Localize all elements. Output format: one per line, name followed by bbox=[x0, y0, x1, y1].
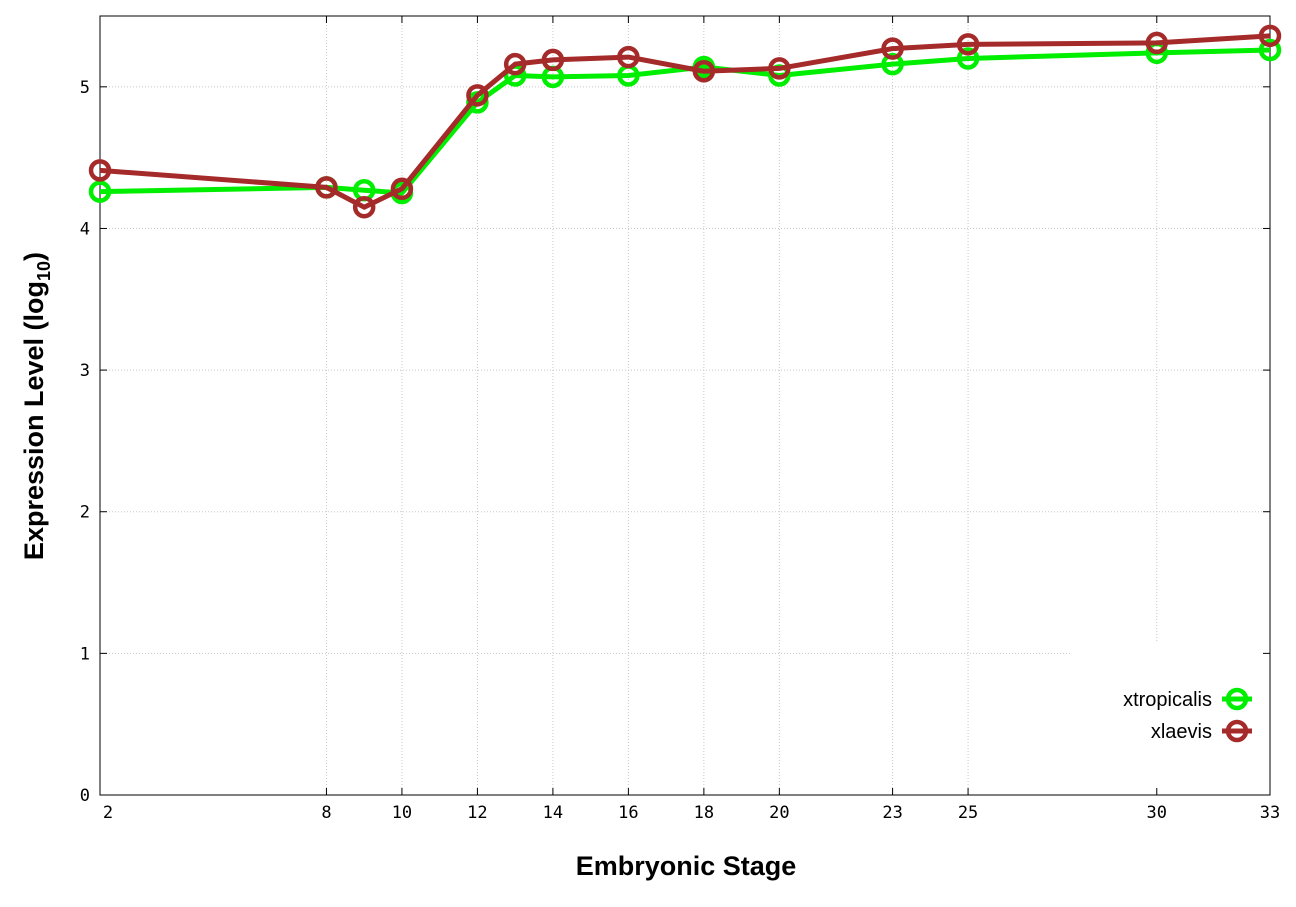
legend-swatch-marker bbox=[1225, 687, 1249, 711]
x-tick-label: 33 bbox=[1260, 803, 1280, 823]
x-tick-label: 18 bbox=[694, 803, 714, 823]
legend-label: xtropicalis bbox=[1123, 689, 1212, 711]
data-point bbox=[1145, 31, 1169, 55]
x-tick-label: 12 bbox=[467, 803, 487, 823]
x-tick-label: 14 bbox=[543, 803, 563, 823]
plot-frame bbox=[99, 15, 1271, 796]
data-point bbox=[88, 180, 112, 203]
x-tick-label: 23 bbox=[882, 803, 902, 823]
data-point bbox=[881, 37, 904, 60]
data-point bbox=[88, 159, 112, 182]
series-line bbox=[99, 47, 1271, 196]
grid bbox=[100, 16, 1270, 795]
x-tick-label: 30 bbox=[1147, 803, 1167, 823]
x-tick-label: 16 bbox=[618, 803, 638, 823]
data-point bbox=[541, 48, 565, 72]
legend: xtropicalis xlaevis bbox=[1123, 687, 1252, 743]
data-point bbox=[503, 52, 527, 76]
data-point bbox=[352, 195, 376, 219]
series-xlaevis bbox=[88, 24, 1282, 219]
data-point bbox=[956, 33, 980, 56]
legend-swatch-marker bbox=[1225, 719, 1249, 743]
data-point bbox=[692, 59, 716, 83]
y-axis-label-subscript: 10 bbox=[34, 261, 54, 281]
y-tick-label: 5 bbox=[80, 78, 90, 98]
data-point bbox=[1258, 38, 1282, 62]
y-tick-label: 0 bbox=[80, 786, 90, 806]
x-tick-label: 2 bbox=[103, 803, 113, 823]
legend-label: xlaevis bbox=[1151, 721, 1212, 743]
y-axis-label-close: ) bbox=[19, 252, 49, 261]
data-point bbox=[466, 84, 489, 107]
data-point bbox=[1258, 24, 1282, 48]
y-tick-label: 1 bbox=[80, 644, 90, 664]
legend-background bbox=[1072, 642, 1269, 794]
data-point bbox=[390, 177, 414, 201]
x-tick-label: 8 bbox=[321, 803, 331, 823]
data-point bbox=[956, 47, 980, 70]
data-point bbox=[768, 57, 791, 80]
series-line bbox=[99, 33, 1271, 210]
y-tick-label: 4 bbox=[80, 219, 90, 239]
x-axis-label: Embryonic Stage bbox=[576, 851, 797, 881]
data-point bbox=[881, 52, 904, 76]
series bbox=[88, 24, 1282, 219]
x-tick-label: 25 bbox=[958, 803, 978, 823]
x-tick-label: 20 bbox=[769, 803, 789, 823]
x-tick-label: 10 bbox=[392, 803, 412, 823]
y-axis-label: Expression Level (log10) bbox=[19, 252, 54, 560]
y-axis-label-main: Expression Level (log bbox=[19, 281, 49, 560]
y-tick-label: 2 bbox=[80, 503, 90, 523]
data-point bbox=[315, 176, 338, 199]
legend-box bbox=[1072, 642, 1269, 794]
data-point bbox=[617, 45, 640, 69]
series-xtropicalis bbox=[88, 38, 1282, 205]
y-tick-label: 3 bbox=[80, 361, 90, 381]
